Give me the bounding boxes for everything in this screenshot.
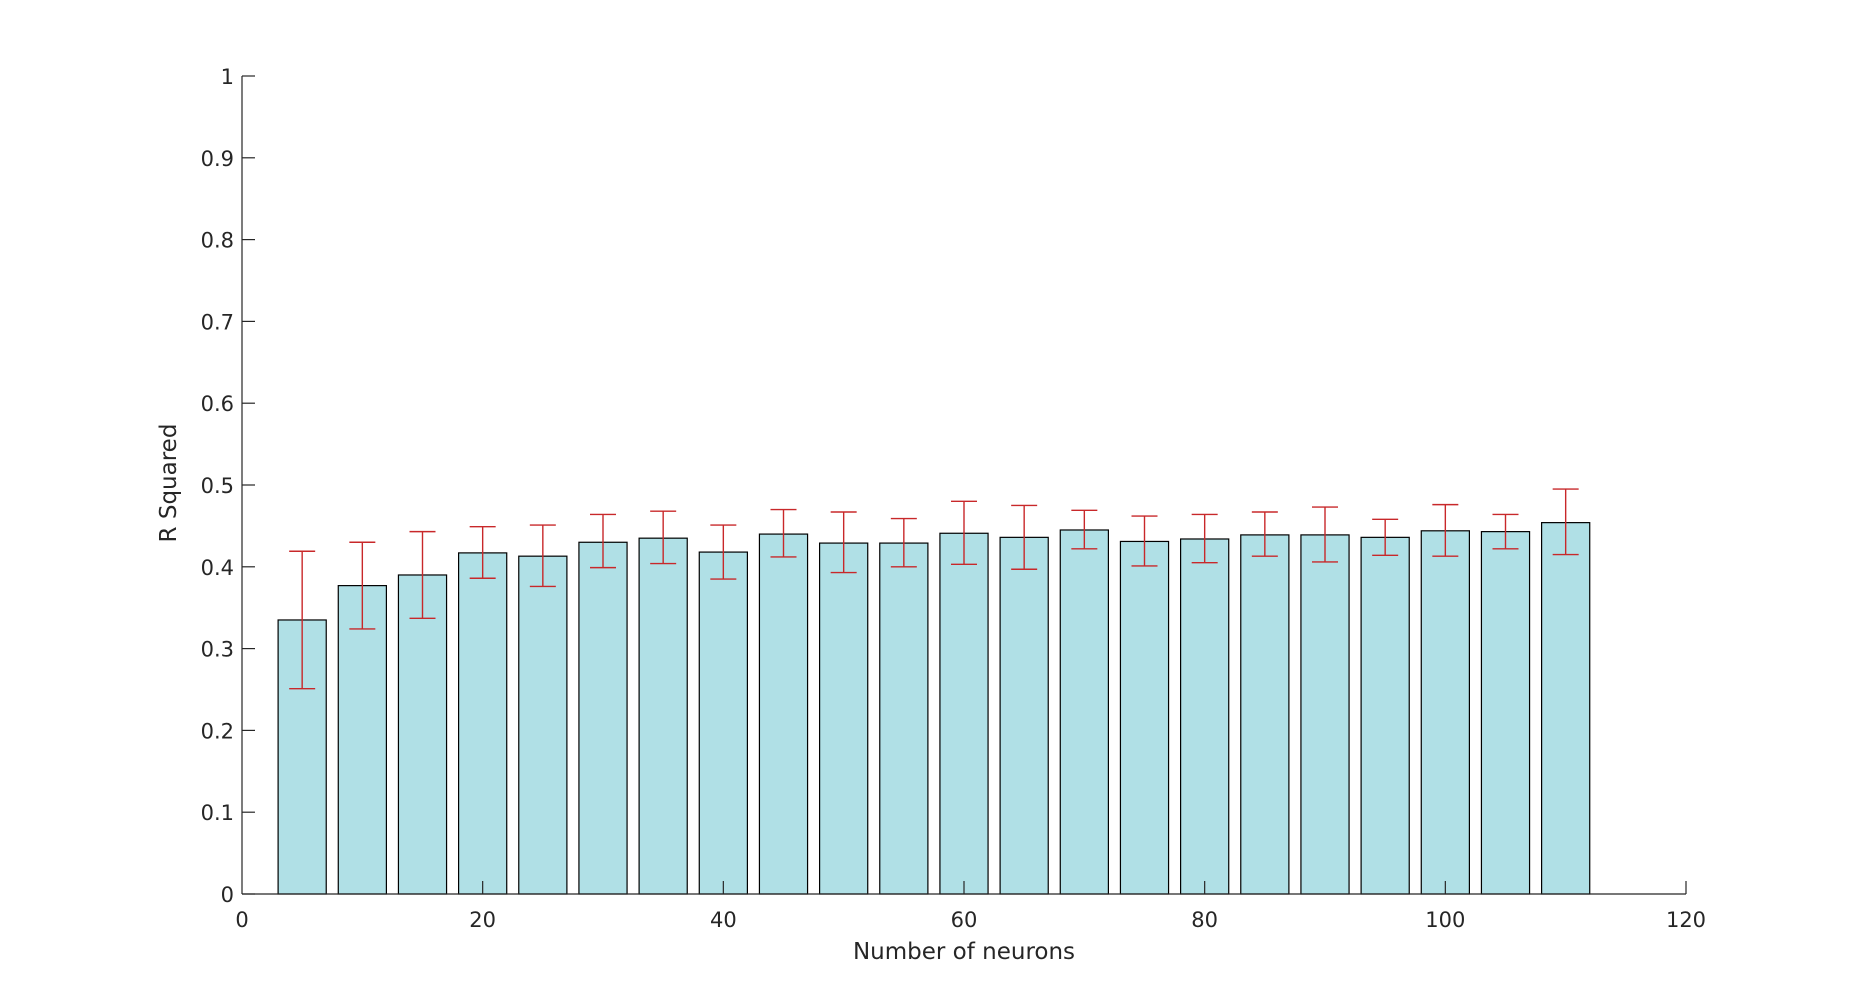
bar bbox=[758, 533, 809, 895]
y-tick-label: 0.2 bbox=[201, 719, 234, 743]
bar bbox=[578, 541, 628, 895]
y-tick-label: 0 bbox=[221, 883, 234, 907]
x-tick-label: 120 bbox=[1666, 908, 1706, 932]
bars-layer bbox=[277, 522, 1591, 895]
error-bar bbox=[409, 530, 436, 620]
bar bbox=[1240, 534, 1290, 895]
x-tick-label: 100 bbox=[1425, 908, 1465, 932]
x-tick-label: 60 bbox=[951, 908, 978, 932]
error-bar bbox=[590, 513, 616, 569]
error-bar bbox=[770, 508, 797, 558]
y-tick-label: 0.8 bbox=[201, 229, 234, 253]
bar bbox=[518, 555, 568, 895]
error-bar bbox=[951, 500, 977, 566]
bar bbox=[1480, 531, 1531, 895]
bar bbox=[999, 536, 1049, 895]
y-tick-label: 0.9 bbox=[201, 147, 234, 171]
error-bar bbox=[1071, 509, 1098, 550]
y-ticks: 0 0.1 0.2 0.3 0.4 0.5 0.6 0.7 0.8 0.9 1 bbox=[201, 65, 255, 907]
error-bar bbox=[1492, 513, 1519, 550]
bar bbox=[1540, 522, 1591, 895]
error-bar bbox=[710, 524, 737, 580]
error-bar bbox=[830, 511, 857, 574]
x-tick-label: 20 bbox=[469, 908, 496, 932]
bar bbox=[1179, 538, 1230, 895]
bar bbox=[1360, 536, 1410, 895]
x-tick-label: 80 bbox=[1191, 908, 1218, 932]
error-bar bbox=[1552, 488, 1579, 556]
bar bbox=[818, 542, 869, 895]
bar bbox=[939, 532, 989, 895]
bar bbox=[397, 574, 448, 895]
bar bbox=[879, 542, 929, 895]
error-bar bbox=[1312, 506, 1338, 563]
y-tick-label: 0.6 bbox=[201, 392, 234, 416]
y-tick-label: 1 bbox=[221, 65, 234, 89]
error-bar bbox=[1251, 511, 1278, 557]
error-bar bbox=[1432, 503, 1459, 557]
bar bbox=[638, 537, 688, 895]
y-axis-label: R Squared bbox=[156, 424, 182, 543]
bar bbox=[337, 585, 387, 895]
error-bar bbox=[890, 517, 917, 568]
x-axis-label: Number of neurons bbox=[853, 939, 1075, 965]
error-bar bbox=[469, 526, 496, 579]
bar bbox=[1059, 529, 1110, 895]
error-bar bbox=[349, 541, 376, 630]
error-bar bbox=[529, 524, 556, 588]
bar bbox=[1119, 540, 1170, 895]
bar bbox=[1300, 534, 1350, 895]
x-tick-label: 0 bbox=[235, 908, 248, 932]
error-bar bbox=[1011, 504, 1038, 570]
bar bbox=[698, 551, 748, 895]
y-tick-label: 0.4 bbox=[201, 556, 234, 580]
y-tick-label: 0.5 bbox=[201, 474, 234, 498]
error-bar bbox=[650, 510, 677, 565]
y-tick-label: 0.7 bbox=[201, 310, 234, 334]
error-bar bbox=[1131, 515, 1158, 567]
x-ticks: 0 20 40 60 80 100 120 bbox=[235, 881, 1706, 932]
y-tick-label: 0.1 bbox=[201, 801, 234, 825]
error-bar bbox=[1372, 518, 1399, 557]
axes: 0 0.1 0.2 0.3 0.4 0.5 0.6 0.7 0.8 0.9 1 0 20 40 60 80 1… bbox=[201, 65, 1706, 932]
y-tick-label: 0.3 bbox=[201, 638, 234, 662]
error-bar bbox=[1191, 513, 1218, 564]
bar bbox=[1420, 530, 1471, 895]
bar bbox=[458, 552, 508, 895]
errorbars-layer bbox=[289, 488, 1579, 690]
error-bar bbox=[289, 550, 316, 690]
x-tick-label: 40 bbox=[710, 908, 737, 932]
